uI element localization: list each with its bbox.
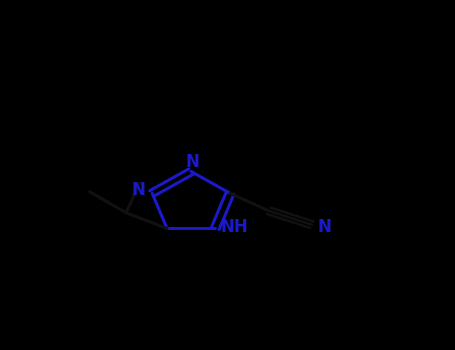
Text: N: N xyxy=(318,217,332,236)
Text: N: N xyxy=(186,153,199,171)
Text: N: N xyxy=(131,181,146,199)
Text: NH: NH xyxy=(220,218,248,236)
